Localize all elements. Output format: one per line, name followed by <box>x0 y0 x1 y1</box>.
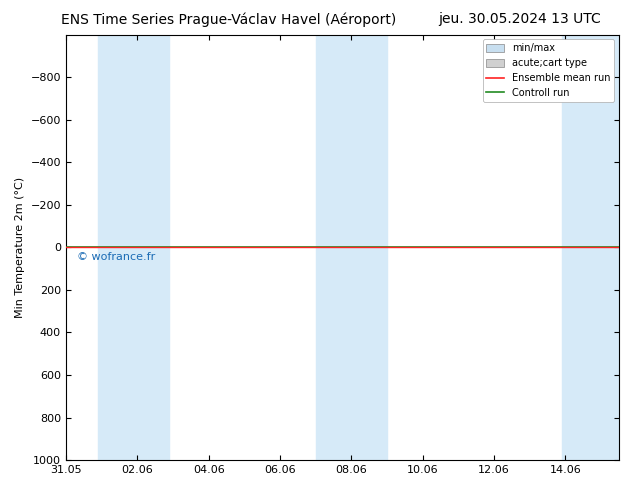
Y-axis label: Min Temperature 2m (°C): Min Temperature 2m (°C) <box>15 177 25 318</box>
Bar <box>98 35 169 460</box>
Text: jeu. 30.05.2024 13 UTC: jeu. 30.05.2024 13 UTC <box>439 12 601 26</box>
Legend: min/max, acute;cart type, Ensemble mean run, Controll run: min/max, acute;cart type, Ensemble mean … <box>482 40 614 102</box>
Text: ENS Time Series Prague-Václav Havel (Aéroport): ENS Time Series Prague-Václav Havel (Aér… <box>61 12 396 27</box>
Bar <box>316 35 387 460</box>
Bar <box>562 35 619 460</box>
Text: © wofrance.fr: © wofrance.fr <box>77 252 155 262</box>
